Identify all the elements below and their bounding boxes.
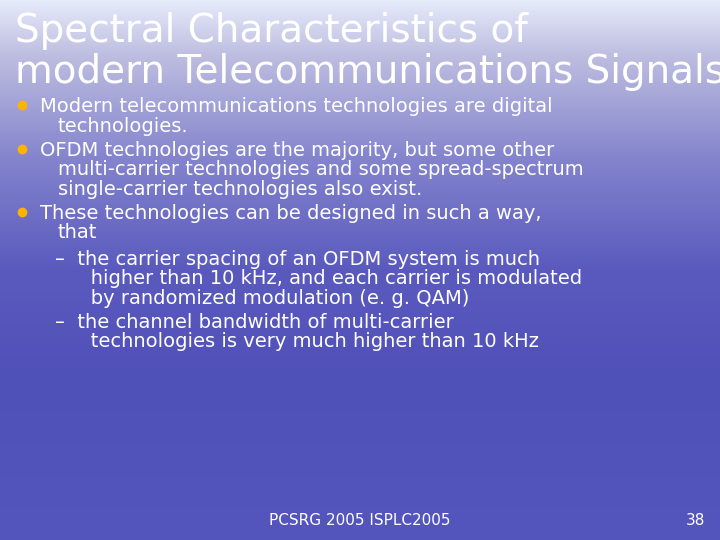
Text: PCSRG 2005 ISPLC2005: PCSRG 2005 ISPLC2005 [269, 513, 451, 528]
Text: modern Telecommunications Signals: modern Telecommunications Signals [15, 52, 720, 91]
Text: 38: 38 [685, 513, 705, 528]
Text: technologies is very much higher than 10 kHz: technologies is very much higher than 10… [72, 332, 539, 352]
Text: multi-carrier technologies and some spread-spectrum: multi-carrier technologies and some spre… [58, 160, 584, 179]
Text: OFDM technologies are the majority, but some other: OFDM technologies are the majority, but … [40, 141, 554, 160]
Text: Modern telecommunications technologies are digital: Modern telecommunications technologies a… [40, 97, 553, 117]
Text: technologies.: technologies. [58, 117, 189, 136]
Text: by randomized modulation (e. g. QAM): by randomized modulation (e. g. QAM) [72, 289, 469, 308]
Text: single-carrier technologies also exist.: single-carrier technologies also exist. [58, 180, 422, 199]
Text: –  the carrier spacing of an OFDM system is much: – the carrier spacing of an OFDM system … [55, 250, 540, 269]
Text: Spectral Characteristics of: Spectral Characteristics of [15, 12, 528, 50]
Text: –  the channel bandwidth of multi-carrier: – the channel bandwidth of multi-carrier [55, 313, 454, 332]
Text: higher than 10 kHz, and each carrier is modulated: higher than 10 kHz, and each carrier is … [72, 269, 582, 288]
Text: These technologies can be designed in such a way,: These technologies can be designed in su… [40, 204, 541, 223]
Text: that: that [58, 223, 97, 242]
